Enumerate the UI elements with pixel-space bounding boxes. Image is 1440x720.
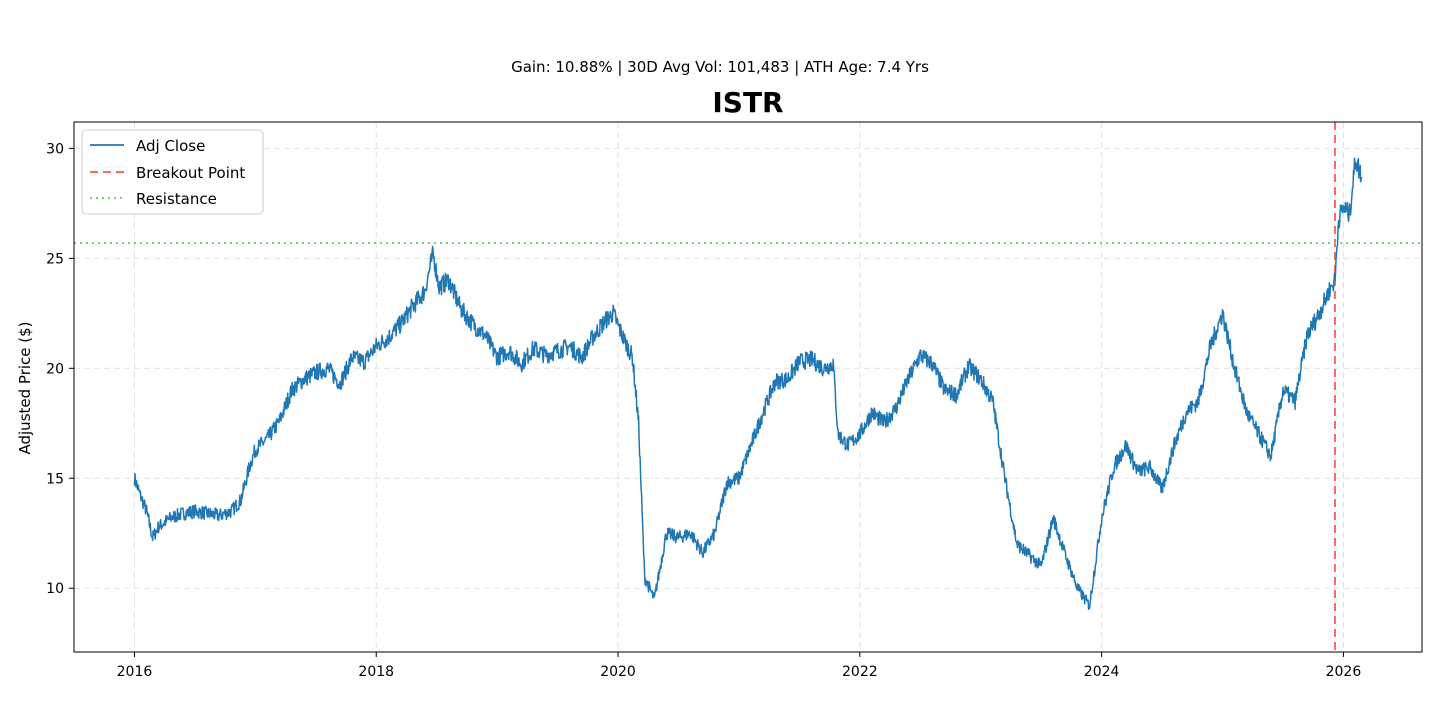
- legend-label-adj-close: Adj Close: [136, 137, 205, 155]
- y-tick-label: 10: [46, 581, 64, 597]
- y-axis-label: Adjusted Price ($): [16, 321, 34, 454]
- y-tick-label: 25: [46, 251, 64, 267]
- legend-label-breakout: Breakout Point: [136, 164, 245, 182]
- legend: Adj Close Breakout Point Resistance: [81, 129, 264, 215]
- grid-layer: [74, 122, 1422, 652]
- y-tick-label: 15: [46, 471, 64, 487]
- x-tick-label: 2016: [117, 664, 153, 680]
- x-tick-label: 2018: [358, 664, 394, 680]
- y-tick-label: 20: [46, 361, 64, 377]
- chart-title: ISTR: [712, 86, 783, 119]
- series-layer: [133, 157, 1363, 611]
- x-tick-label: 2024: [1084, 664, 1120, 680]
- y-tick-label: 30: [46, 141, 64, 157]
- legend-label-resistance: Resistance: [136, 190, 217, 208]
- legend-box: [81, 129, 264, 215]
- x-tick-label: 2022: [842, 664, 878, 680]
- chart-subtitle: Gain: 10.88% | 30D Avg Vol: 101,483 | AT…: [511, 58, 929, 76]
- y-axis: 10 15 20 25 30: [46, 141, 74, 597]
- x-axis: 2016 2018 2020 2022 2024 2026: [117, 652, 1362, 680]
- series-line-adj-close: [133, 157, 1363, 611]
- reference-lines: [74, 122, 1422, 652]
- x-tick-label: 2026: [1326, 664, 1362, 680]
- plot-frame: [73, 121, 1423, 653]
- x-tick-label: 2020: [600, 664, 636, 680]
